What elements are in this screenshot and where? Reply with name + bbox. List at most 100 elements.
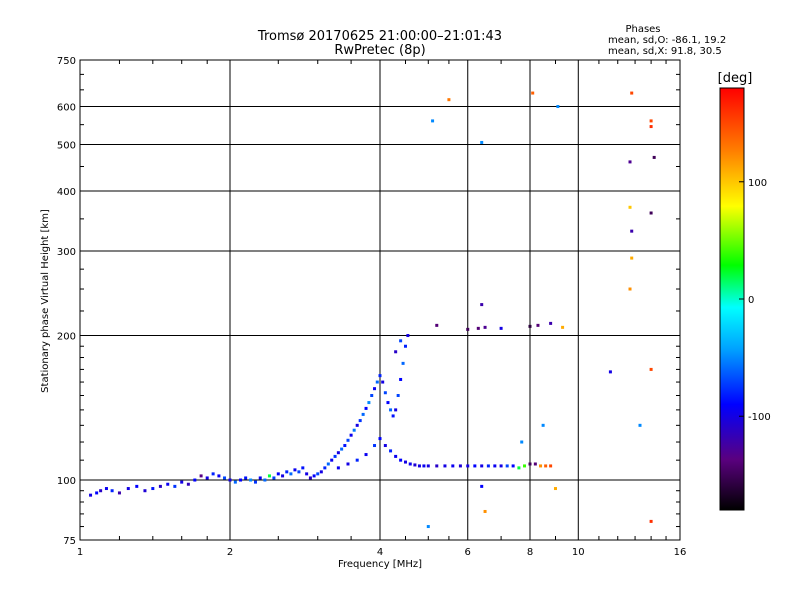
data-point bbox=[553, 487, 557, 491]
data-point bbox=[649, 211, 653, 215]
data-point bbox=[480, 464, 484, 468]
data-point bbox=[483, 509, 487, 513]
data-point bbox=[349, 433, 353, 437]
data-point bbox=[276, 472, 280, 476]
data-point bbox=[544, 464, 548, 468]
y-tick-label: 400 bbox=[57, 187, 76, 198]
data-point bbox=[319, 470, 323, 474]
y-tick-label: 75 bbox=[63, 536, 76, 547]
data-point bbox=[628, 205, 632, 209]
data-point bbox=[422, 464, 426, 468]
data-point bbox=[447, 98, 451, 102]
data-point bbox=[628, 287, 632, 291]
data-point bbox=[649, 519, 653, 523]
data-point bbox=[630, 229, 634, 233]
data-point bbox=[549, 464, 553, 468]
chart-subtitle: RwPretec (8p) bbox=[334, 43, 425, 58]
data-point bbox=[199, 474, 203, 478]
data-point bbox=[336, 466, 340, 470]
data-point bbox=[628, 160, 632, 164]
y-tick-label: 600 bbox=[57, 103, 76, 114]
data-point bbox=[539, 464, 543, 468]
data-point bbox=[244, 476, 248, 480]
data-point bbox=[312, 474, 316, 478]
data-point bbox=[340, 447, 344, 451]
data-point bbox=[364, 406, 368, 410]
colorbar-tick-label: 100 bbox=[748, 178, 767, 189]
data-point bbox=[549, 321, 553, 325]
x-tick-label: 8 bbox=[527, 547, 533, 558]
data-point bbox=[403, 344, 407, 348]
data-point bbox=[451, 464, 455, 468]
data-point bbox=[649, 125, 653, 129]
data-point bbox=[480, 140, 484, 144]
data-point bbox=[391, 414, 395, 418]
data-point bbox=[417, 464, 421, 468]
data-point bbox=[352, 428, 356, 432]
data-point bbox=[399, 377, 403, 381]
data-point bbox=[297, 470, 301, 474]
data-point bbox=[528, 462, 532, 466]
data-point bbox=[406, 334, 410, 338]
x-tick-label: 1 bbox=[77, 547, 83, 558]
data-point bbox=[396, 394, 400, 398]
y-tick-label: 200 bbox=[57, 332, 76, 343]
plot-frame bbox=[79, 59, 681, 541]
y-axis-label: Stationary phase Virtual Height [km] bbox=[40, 209, 51, 393]
data-point bbox=[308, 476, 312, 480]
data-point bbox=[233, 480, 237, 484]
data-point bbox=[533, 462, 537, 466]
data-point bbox=[239, 478, 243, 482]
data-point bbox=[193, 478, 197, 482]
data-point bbox=[89, 493, 93, 497]
data-point bbox=[323, 466, 327, 470]
data-point bbox=[638, 423, 642, 427]
data-point bbox=[386, 401, 390, 405]
data-point bbox=[289, 472, 293, 476]
colorbar-tick-label: 0 bbox=[748, 295, 754, 306]
data-point bbox=[375, 380, 379, 384]
colorbar-tick-label: -100 bbox=[748, 412, 771, 423]
x-tick-label: 2 bbox=[227, 547, 233, 558]
data-point bbox=[281, 474, 285, 478]
chart-title: Tromsø 20170625 21:00:00–21:01:43 bbox=[257, 29, 502, 44]
data-point bbox=[361, 412, 365, 416]
data-point bbox=[166, 482, 170, 486]
data-point bbox=[373, 444, 377, 448]
data-point bbox=[378, 437, 382, 441]
data-point bbox=[381, 380, 385, 384]
colorbar-label: [deg] bbox=[718, 71, 753, 86]
data-point bbox=[630, 91, 634, 95]
data-point bbox=[652, 155, 656, 159]
data-point bbox=[326, 462, 330, 466]
data-point bbox=[493, 464, 497, 468]
data-point bbox=[523, 464, 527, 468]
x-tick-label: 10 bbox=[572, 547, 585, 558]
data-point bbox=[561, 325, 565, 329]
y-tick-label: 500 bbox=[57, 141, 76, 152]
data-point bbox=[217, 474, 221, 478]
data-point bbox=[143, 489, 147, 493]
data-point bbox=[649, 119, 653, 123]
data-point bbox=[499, 464, 503, 468]
data-point bbox=[528, 324, 532, 328]
data-point bbox=[556, 105, 560, 109]
data-point bbox=[531, 91, 535, 95]
grid bbox=[79, 59, 681, 541]
data-point bbox=[473, 464, 477, 468]
data-point bbox=[378, 374, 382, 378]
data-point bbox=[541, 423, 545, 427]
data-point bbox=[110, 489, 114, 493]
data-point bbox=[426, 464, 430, 468]
data-point bbox=[536, 323, 540, 327]
data-point bbox=[151, 487, 155, 491]
data-point bbox=[158, 484, 162, 488]
data-point bbox=[367, 401, 371, 405]
data-point bbox=[389, 449, 393, 453]
data-point bbox=[104, 487, 108, 491]
data-point bbox=[316, 472, 320, 476]
axis-ticks: 1 2 4 6 8 10 16 75 100 200 300 400 500 600 750 bbox=[57, 56, 686, 558]
data-point bbox=[413, 463, 417, 467]
data-point bbox=[373, 387, 377, 391]
